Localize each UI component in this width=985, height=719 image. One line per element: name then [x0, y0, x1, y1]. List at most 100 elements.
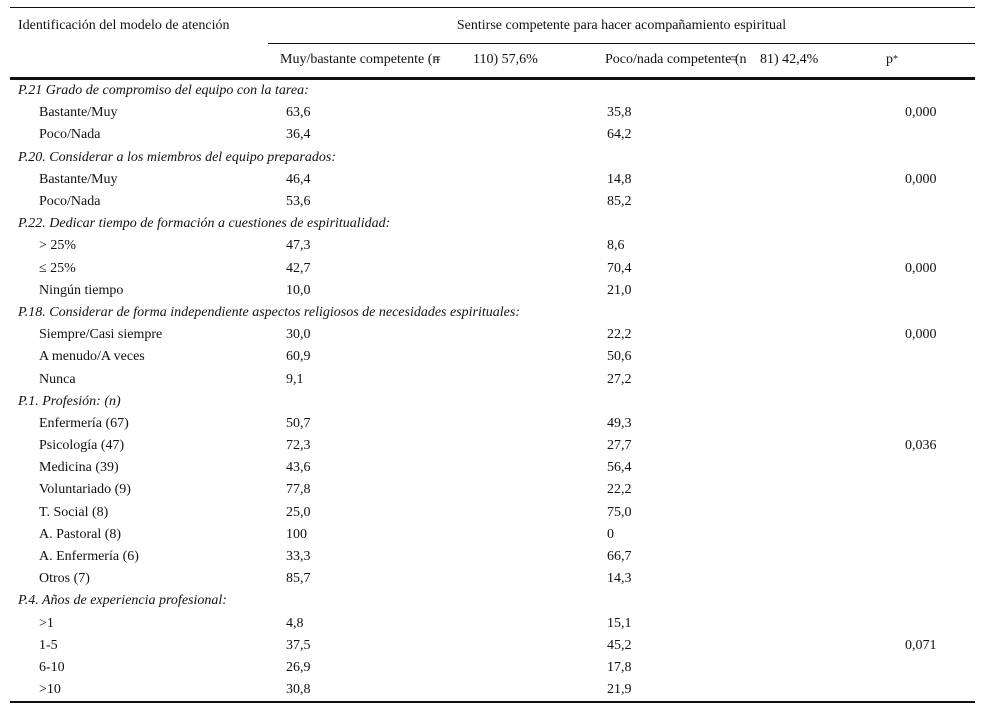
section-row: P.4. Años de experiencia profesional:	[10, 590, 975, 612]
row-label: > 25%	[39, 238, 77, 254]
value-muy-bastante-competente: 10,0	[286, 282, 311, 298]
column-header-competente-n: 110) 57,6%	[473, 52, 538, 67]
value-poco-nada-competente: 21,0	[607, 282, 632, 298]
row-label: T. Social (8)	[39, 504, 109, 520]
value-muy-bastante-competente: 4,8	[286, 615, 304, 631]
value-muy-bastante-competente: 37,5	[286, 637, 311, 653]
value-muy-bastante-competente: 36,4	[286, 127, 311, 143]
table-header: Identificación del modelo de atención Se…	[10, 8, 975, 77]
data-row: Poco/Nada 53,6 85,2	[10, 191, 975, 213]
value-poco-nada-competente: 85,2	[607, 194, 632, 210]
value-poco-nada-competente: 56,4	[607, 460, 632, 476]
value-muy-bastante-competente: 9,1	[286, 371, 304, 387]
column-group-header-label: Sentirse competente para hacer acompañam…	[456, 17, 787, 33]
value-poco-nada-competente: 22,2	[607, 482, 632, 498]
value-poco-nada-competente: 50,6	[607, 349, 632, 365]
value-poco-nada-competente: 27,7	[607, 438, 632, 454]
section-row: P.18. Considerar de forma independiente …	[10, 302, 975, 324]
table-body: P.21 Grado de compromiso del equipo con …	[10, 80, 975, 701]
value-muy-bastante-competente: 43,6	[286, 460, 311, 476]
data-row: Medicina (39) 43,6 56,4	[10, 457, 975, 479]
row-label: >10	[39, 682, 61, 698]
column-header-no-competente: Poco/nada competente (n	[605, 52, 747, 67]
data-row: >10 30,8 21,9	[10, 679, 975, 701]
section-label: P.21 Grado de compromiso del equipo con …	[18, 83, 309, 99]
row-label: Siempre/Casi siempre	[39, 327, 163, 343]
value-muy-bastante-competente: 46,4	[286, 171, 311, 187]
value-poco-nada-competente: 27,2	[607, 371, 632, 387]
value-muy-bastante-competente: 30,8	[286, 682, 311, 698]
value-poco-nada-competente: 14,8	[607, 171, 632, 187]
row-label: Enfermería (67)	[39, 415, 129, 431]
data-row: 1-5 37,5 45,2 0,071	[10, 635, 975, 657]
data-row: Ningún tiempo 10,0 21,0	[10, 280, 975, 302]
row-label: Nunca	[39, 371, 76, 387]
value-poco-nada-competente: 17,8	[607, 659, 632, 675]
data-row: >1 4,8 15,1	[10, 613, 975, 635]
row-label: Ningún tiempo	[39, 282, 124, 298]
row-label: >1	[39, 615, 54, 631]
row-label: 6-10	[39, 659, 65, 675]
table-bottom-rule	[10, 701, 975, 704]
value-poco-nada-competente: 0	[607, 526, 614, 542]
results-table: Identificación del modelo de atención Se…	[10, 7, 975, 704]
row-label: Voluntariado (9)	[39, 482, 131, 498]
column-group-header-wrap: Sentirse competente para hacer acompañam…	[268, 8, 975, 44]
data-row: > 25% 47,3 8,6	[10, 235, 975, 257]
section-label: P.18. Considerar de forma independiente …	[18, 304, 520, 320]
header-row-2: Muy/bastante competente (n = 110) 57,6% …	[10, 43, 975, 77]
p-value: 0,000	[905, 260, 937, 276]
value-muy-bastante-competente: 63,6	[286, 105, 311, 121]
row-label: Bastante/Muy	[39, 105, 118, 121]
data-row: A. Pastoral (8) 100 0	[10, 524, 975, 546]
value-muy-bastante-competente: 50,7	[286, 415, 311, 431]
value-muy-bastante-competente: 53,6	[286, 194, 311, 210]
p-value: 0,000	[905, 171, 937, 187]
value-muy-bastante-competente: 47,3	[286, 238, 311, 254]
section-label: P.20. Considerar a los miembros del equi…	[18, 149, 336, 165]
p-value: 0,036	[905, 438, 937, 454]
value-muy-bastante-competente: 60,9	[286, 349, 311, 365]
value-muy-bastante-competente: 33,3	[286, 549, 311, 565]
row-label: Poco/Nada	[39, 194, 101, 210]
data-row: A menudo/A veces 60,9 50,6	[10, 346, 975, 368]
section-row: P.21 Grado de compromiso del equipo con …	[10, 80, 975, 102]
row-label: Psicología (47)	[39, 438, 125, 454]
column-header-no-competente-n: 81) 42,4%	[760, 52, 819, 67]
value-muy-bastante-competente: 100	[286, 526, 307, 542]
value-poco-nada-competente: 66,7	[607, 549, 632, 565]
column-header-p-value: p *	[886, 52, 898, 67]
column-header-competente-equals: =	[433, 52, 441, 67]
header-row-1: Identificación del modelo de atención Se…	[10, 8, 975, 44]
data-row: Enfermería (67) 50,7 49,3	[10, 413, 975, 435]
row-label: A menudo/A veces	[39, 349, 145, 365]
data-row: Nunca 9,1 27,2	[10, 368, 975, 390]
value-muy-bastante-competente: 26,9	[286, 659, 311, 675]
data-row: Voluntariado (9) 77,8 22,2	[10, 479, 975, 501]
row-label: Medicina (39)	[39, 460, 119, 476]
section-label: P.1. Profesión: (n)	[18, 393, 121, 409]
header-divider-rule	[10, 77, 975, 80]
section-label: P.22. Dedicar tiempo de formación a cues…	[18, 216, 391, 232]
data-row: Poco/Nada 36,4 64,2	[10, 124, 975, 146]
column-header-no-competente-equals: =	[730, 52, 738, 67]
data-row: Otros (7) 85,7 14,3	[10, 568, 975, 590]
p-value: 0,000	[905, 327, 937, 343]
value-muy-bastante-competente: 25,0	[286, 504, 311, 520]
row-label: Otros (7)	[39, 571, 90, 587]
data-row: Bastante/Muy 46,4 14,8 0,000	[10, 169, 975, 191]
value-poco-nada-competente: 15,1	[607, 615, 632, 631]
value-poco-nada-competente: 49,3	[607, 415, 632, 431]
value-poco-nada-competente: 35,8	[607, 105, 632, 121]
data-row: A. Enfermería (6) 33,3 66,7	[10, 546, 975, 568]
value-muy-bastante-competente: 85,7	[286, 571, 311, 587]
data-row: ≤ 25% 42,7 70,4 0,000	[10, 258, 975, 280]
row-label: Bastante/Muy	[39, 171, 118, 187]
data-row: Psicología (47) 72,3 27,7 0,036	[10, 435, 975, 457]
value-poco-nada-competente: 22,2	[607, 327, 632, 343]
row-label: ≤ 25%	[39, 260, 76, 276]
value-poco-nada-competente: 21,9	[607, 682, 632, 698]
row-label: A. Pastoral (8)	[39, 526, 122, 542]
section-row: P.20. Considerar a los miembros del equi…	[10, 147, 975, 169]
